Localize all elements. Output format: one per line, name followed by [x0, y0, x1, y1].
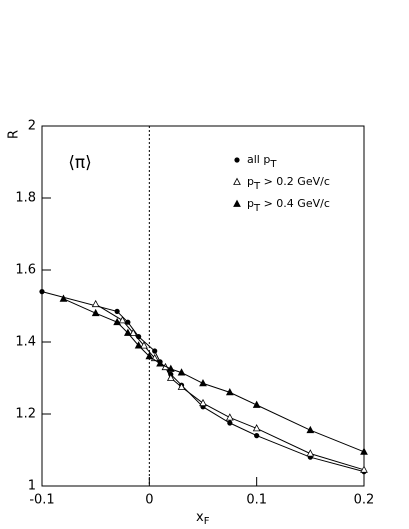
- data-point: [199, 379, 207, 387]
- data-point: [227, 420, 233, 426]
- data-point: [140, 341, 148, 349]
- data-point: [252, 400, 261, 408]
- y-tick-label: 1: [28, 479, 36, 494]
- x-tick-label: 0.2: [354, 493, 375, 508]
- data-point: [177, 368, 186, 376]
- y-tick-label: 1.6: [15, 263, 36, 278]
- data-point: [177, 382, 186, 390]
- data-point: [254, 433, 260, 439]
- y-tick-label: 1.2: [15, 407, 36, 422]
- data-point: [129, 328, 138, 336]
- data-point: [91, 308, 100, 317]
- data-point: [125, 319, 131, 325]
- data-point: [91, 299, 100, 308]
- legend-label: pT > 0.2 GeV/c: [247, 175, 330, 192]
- series-line: [95, 303, 365, 471]
- legend-label: all pT: [247, 153, 277, 170]
- data-point: [118, 316, 127, 324]
- legend-marker: [233, 199, 241, 207]
- data-point: [306, 449, 315, 457]
- y-tick-label: 2: [28, 119, 36, 134]
- x-tick-label: -0.1: [29, 493, 54, 508]
- data-point: [225, 388, 234, 396]
- data-point: [360, 465, 368, 473]
- legend-marker: [233, 177, 241, 185]
- data-point: [39, 289, 45, 295]
- y-tick-label: 1.8: [15, 191, 36, 206]
- data-point: [360, 447, 368, 455]
- data-point: [252, 424, 261, 432]
- x-axis-label: xF: [196, 510, 210, 528]
- legend-marker: [234, 157, 240, 163]
- data-point: [166, 364, 175, 372]
- data-point: [124, 328, 132, 336]
- data-point: [59, 294, 68, 302]
- data-point: [113, 317, 121, 326]
- plot-frame: [41, 125, 365, 487]
- series-line: [63, 298, 365, 453]
- data-point: [134, 341, 143, 349]
- data-point: [156, 359, 164, 367]
- data-point: [166, 373, 175, 381]
- x-tick-label: 0: [145, 493, 153, 508]
- data-point: [199, 398, 207, 407]
- legend-label: pT > 0.4 GeV/c: [247, 197, 330, 214]
- data-point: [114, 308, 120, 314]
- annotation: ⟨π⟩: [68, 153, 92, 173]
- y-axis-label: R: [7, 130, 22, 139]
- y-tick-label: 1.4: [15, 335, 36, 350]
- data-point: [145, 352, 154, 360]
- data-point: [152, 348, 158, 354]
- x-tick-label: 0.1: [246, 493, 267, 508]
- data-point: [225, 413, 234, 421]
- data-point: [306, 425, 315, 434]
